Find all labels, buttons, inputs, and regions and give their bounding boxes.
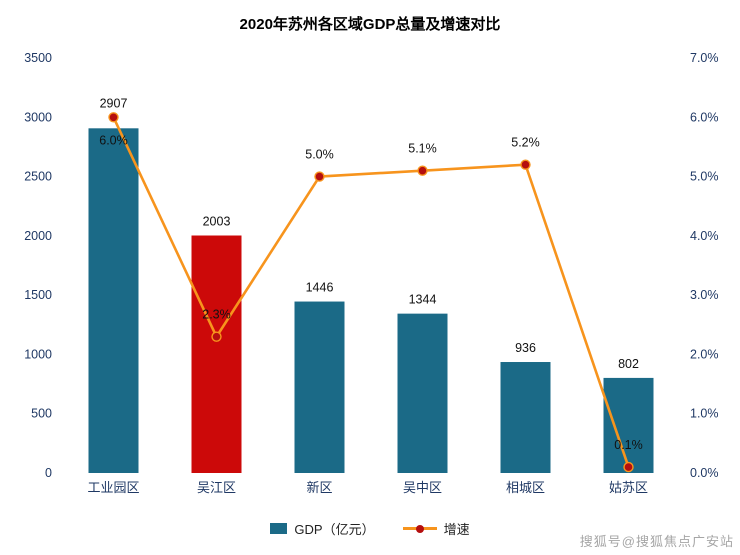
legend-item-growth: 增速 bbox=[402, 519, 470, 538]
y-axis-right-tick: 4.0% bbox=[690, 229, 719, 243]
bar-value-label: 936 bbox=[515, 341, 536, 355]
x-axis-category-label: 相城区 bbox=[506, 480, 545, 495]
y-axis-right-tick: 0.0% bbox=[690, 466, 719, 480]
y-axis-left-tick: 1500 bbox=[24, 288, 52, 302]
bar-value-label: 1446 bbox=[306, 281, 334, 295]
chart-legend: GDP（亿元） 增速 bbox=[0, 519, 740, 538]
y-axis-left-tick: 1000 bbox=[24, 347, 52, 361]
legend-item-gdp: GDP（亿元） bbox=[270, 519, 375, 538]
legend-growth-label: 增速 bbox=[443, 522, 470, 537]
y-axis-right-tick: 2.0% bbox=[690, 347, 719, 361]
y-axis-right-tick: 7.0% bbox=[690, 51, 719, 65]
y-axis-right-tick: 3.0% bbox=[690, 288, 719, 302]
gdp-bar bbox=[191, 235, 242, 473]
bar-value-label: 802 bbox=[618, 357, 639, 371]
y-axis-left-tick: 500 bbox=[31, 407, 52, 421]
growth-marker bbox=[108, 112, 119, 123]
growth-line bbox=[112, 116, 630, 468]
legend-gdp-label: GDP（亿元） bbox=[294, 522, 375, 537]
gdp-bar-swatch-icon bbox=[270, 523, 288, 534]
growth-marker bbox=[314, 171, 325, 182]
growth-value-label: 0.1% bbox=[614, 438, 643, 452]
y-axis-right-tick: 6.0% bbox=[690, 110, 719, 124]
growth-marker bbox=[623, 461, 634, 473]
bar-value-label: 2003 bbox=[203, 215, 231, 229]
bar-value-label: 2907 bbox=[100, 96, 128, 110]
gdp-bar bbox=[603, 377, 654, 473]
growth-value-label: 5.1% bbox=[408, 142, 437, 156]
x-axis-category-label: 工业园区 bbox=[87, 480, 139, 495]
growth-value-label: 5.0% bbox=[305, 148, 334, 162]
x-axis-category-label: 姑苏区 bbox=[609, 480, 648, 495]
growth-value-label: 2.3% bbox=[202, 308, 231, 322]
growth-marker-icon bbox=[415, 524, 424, 533]
y-axis-left-tick: 0 bbox=[45, 466, 52, 480]
x-axis-category-label: 吴中区 bbox=[403, 480, 442, 495]
gdp-bar bbox=[397, 313, 448, 473]
y-axis-left-tick: 2500 bbox=[24, 170, 52, 184]
growth-marker bbox=[417, 165, 428, 176]
y-axis-left-tick: 3500 bbox=[24, 51, 52, 65]
growth-value-label: 6.0% bbox=[99, 133, 128, 147]
gdp-bar bbox=[294, 301, 345, 473]
watermark-text: 搜狐号@搜狐焦点广安站 bbox=[579, 534, 734, 549]
growth-value-label: 5.2% bbox=[511, 136, 540, 150]
x-axis-category-label: 吴江区 bbox=[197, 480, 236, 495]
y-axis-left-tick: 3000 bbox=[24, 110, 52, 124]
y-axis-left-tick: 2000 bbox=[24, 229, 52, 243]
growth-marker bbox=[520, 159, 531, 170]
gdp-bar bbox=[500, 362, 551, 473]
bar-value-label: 1344 bbox=[409, 293, 437, 307]
growth-marker bbox=[211, 331, 222, 342]
y-axis-right-tick: 1.0% bbox=[690, 407, 719, 421]
growth-line-swatch-icon bbox=[402, 524, 437, 533]
chart-title: 2020年苏州各区域GDP总量及增速对比 bbox=[239, 16, 501, 33]
gdp-bar bbox=[88, 128, 139, 473]
x-axis-category-label: 新区 bbox=[306, 480, 332, 495]
y-axis-right-tick: 5.0% bbox=[690, 170, 719, 184]
